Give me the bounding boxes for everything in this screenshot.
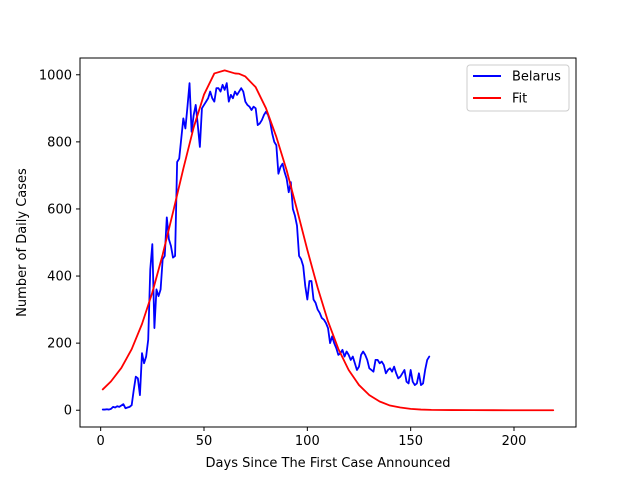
y-tick-label: 0 bbox=[64, 404, 72, 419]
legend-label-fit: Fit bbox=[512, 92, 527, 107]
y-tick-label: 400 bbox=[47, 270, 72, 285]
plot-frame bbox=[79, 57, 577, 428]
y-tick-label: 800 bbox=[47, 135, 72, 150]
y-tick-label: 1000 bbox=[39, 68, 72, 83]
x-tick-label: 0 bbox=[97, 434, 105, 449]
x-axis-ticks: 0 50 100 150 200 bbox=[97, 427, 527, 449]
y-tick-label: 600 bbox=[47, 202, 72, 217]
legend-label-belarus: Belarus bbox=[512, 70, 561, 85]
y-axis-label: Number of Daily Cases bbox=[15, 168, 30, 317]
series-line-fit bbox=[101, 69, 555, 412]
y-tick-label: 200 bbox=[47, 337, 72, 352]
plot-area bbox=[80, 58, 576, 427]
series-line-belarus bbox=[101, 82, 431, 411]
x-tick-label: 50 bbox=[196, 434, 213, 449]
x-tick-label: 100 bbox=[295, 434, 320, 449]
series-layer bbox=[101, 69, 555, 412]
x-axis-label: Days Since The First Case Announced bbox=[206, 456, 451, 471]
x-tick-label: 150 bbox=[398, 434, 423, 449]
x-tick-label: 200 bbox=[502, 434, 527, 449]
y-axis-ticks: 0 200 400 600 800 1000 bbox=[39, 68, 80, 419]
legend: Belarus Fit bbox=[466, 64, 570, 112]
